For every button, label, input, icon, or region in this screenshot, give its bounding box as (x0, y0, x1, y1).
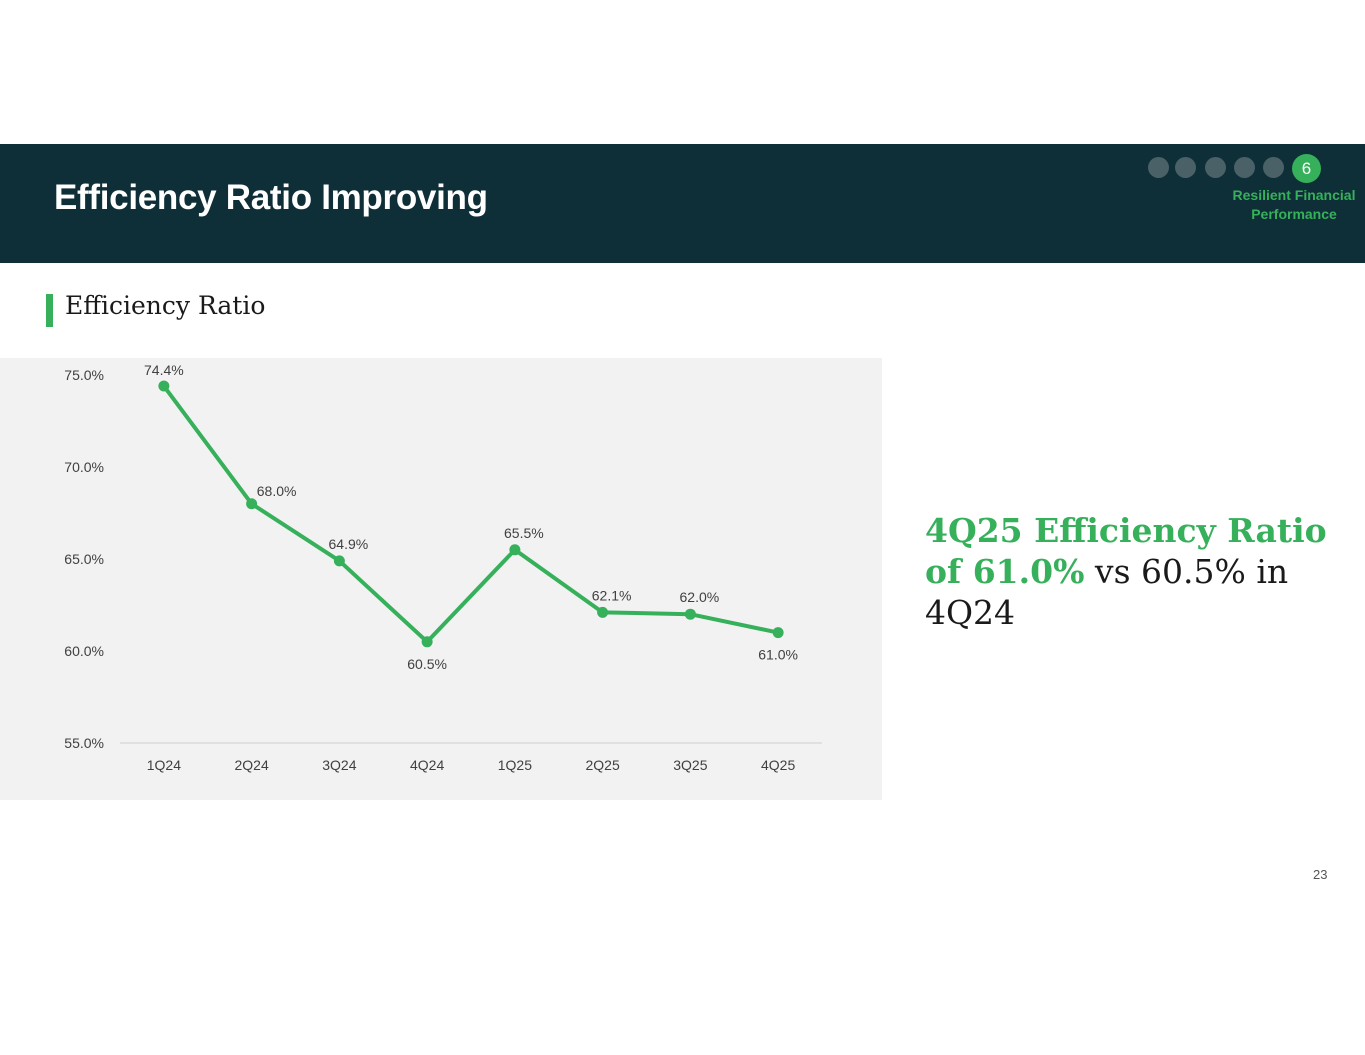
y-tick-label: 70.0% (64, 459, 104, 475)
data-label: 65.5% (504, 525, 544, 541)
x-tick-label: 2Q24 (235, 757, 269, 773)
x-tick-label: 3Q25 (673, 757, 707, 773)
y-tick-label: 60.0% (64, 643, 104, 659)
callout-highlight: 4Q25 Efficiency Ratio of 61.0% (925, 511, 1327, 591)
x-tick-label: 4Q24 (410, 757, 444, 773)
callout-text: 4Q25 Efficiency Ratio of 61.0% vs 60.5% … (925, 510, 1345, 633)
progress-dot-3 (1205, 157, 1226, 178)
data-label: 62.1% (592, 587, 632, 603)
data-label: 68.0% (257, 483, 297, 499)
data-point (246, 498, 258, 510)
page-title: Efficiency Ratio Improving (54, 178, 488, 217)
data-label: 74.4% (144, 362, 184, 378)
y-tick-label: 75.0% (64, 367, 104, 383)
progress-dot-4 (1234, 157, 1255, 178)
section-progress: 6 (1148, 154, 1328, 184)
x-tick-label: 1Q25 (498, 757, 532, 773)
data-label: 61.0% (758, 647, 798, 663)
callout-rest: vs 60.5% in 4Q24 (925, 552, 1289, 632)
page-number: 23 (1313, 867, 1328, 882)
data-point (158, 380, 170, 392)
data-label: 64.9% (329, 536, 369, 552)
data-label: 60.5% (407, 656, 447, 672)
data-label: 62.0% (680, 589, 720, 605)
data-point (333, 555, 345, 567)
progress-dot-2 (1175, 157, 1196, 178)
x-tick-label: 4Q25 (761, 757, 795, 773)
data-point (421, 636, 433, 648)
header-band (0, 144, 1365, 263)
data-point (509, 544, 521, 556)
chart-subheading: Efficiency Ratio (65, 291, 266, 320)
x-tick-label: 3Q24 (322, 757, 356, 773)
progress-dot-1 (1148, 157, 1169, 178)
data-point (684, 608, 696, 620)
y-tick-label: 65.0% (64, 551, 104, 567)
subheading-accent-bar (46, 294, 53, 327)
progress-dot-5 (1263, 157, 1284, 178)
section-label: Resilient Financial Performance (1232, 187, 1356, 222)
progress-dot-current: 6 (1292, 154, 1321, 183)
x-tick-label: 2Q25 (586, 757, 620, 773)
chart-panel: 75.0% 70.0% 65.0% 60.0% 55.0% 1Q24 2Q24 3Q24 4Q2… (0, 358, 882, 800)
data-point (597, 606, 609, 618)
series-line (161, 384, 781, 644)
efficiency-ratio-chart: 75.0% 70.0% 65.0% 60.0% 55.0% 1Q24 2Q24 3Q24 4Q2… (64, 362, 822, 773)
y-tick-label: 55.0% (64, 735, 104, 751)
data-point (772, 627, 784, 639)
x-tick-label: 1Q24 (147, 757, 181, 773)
